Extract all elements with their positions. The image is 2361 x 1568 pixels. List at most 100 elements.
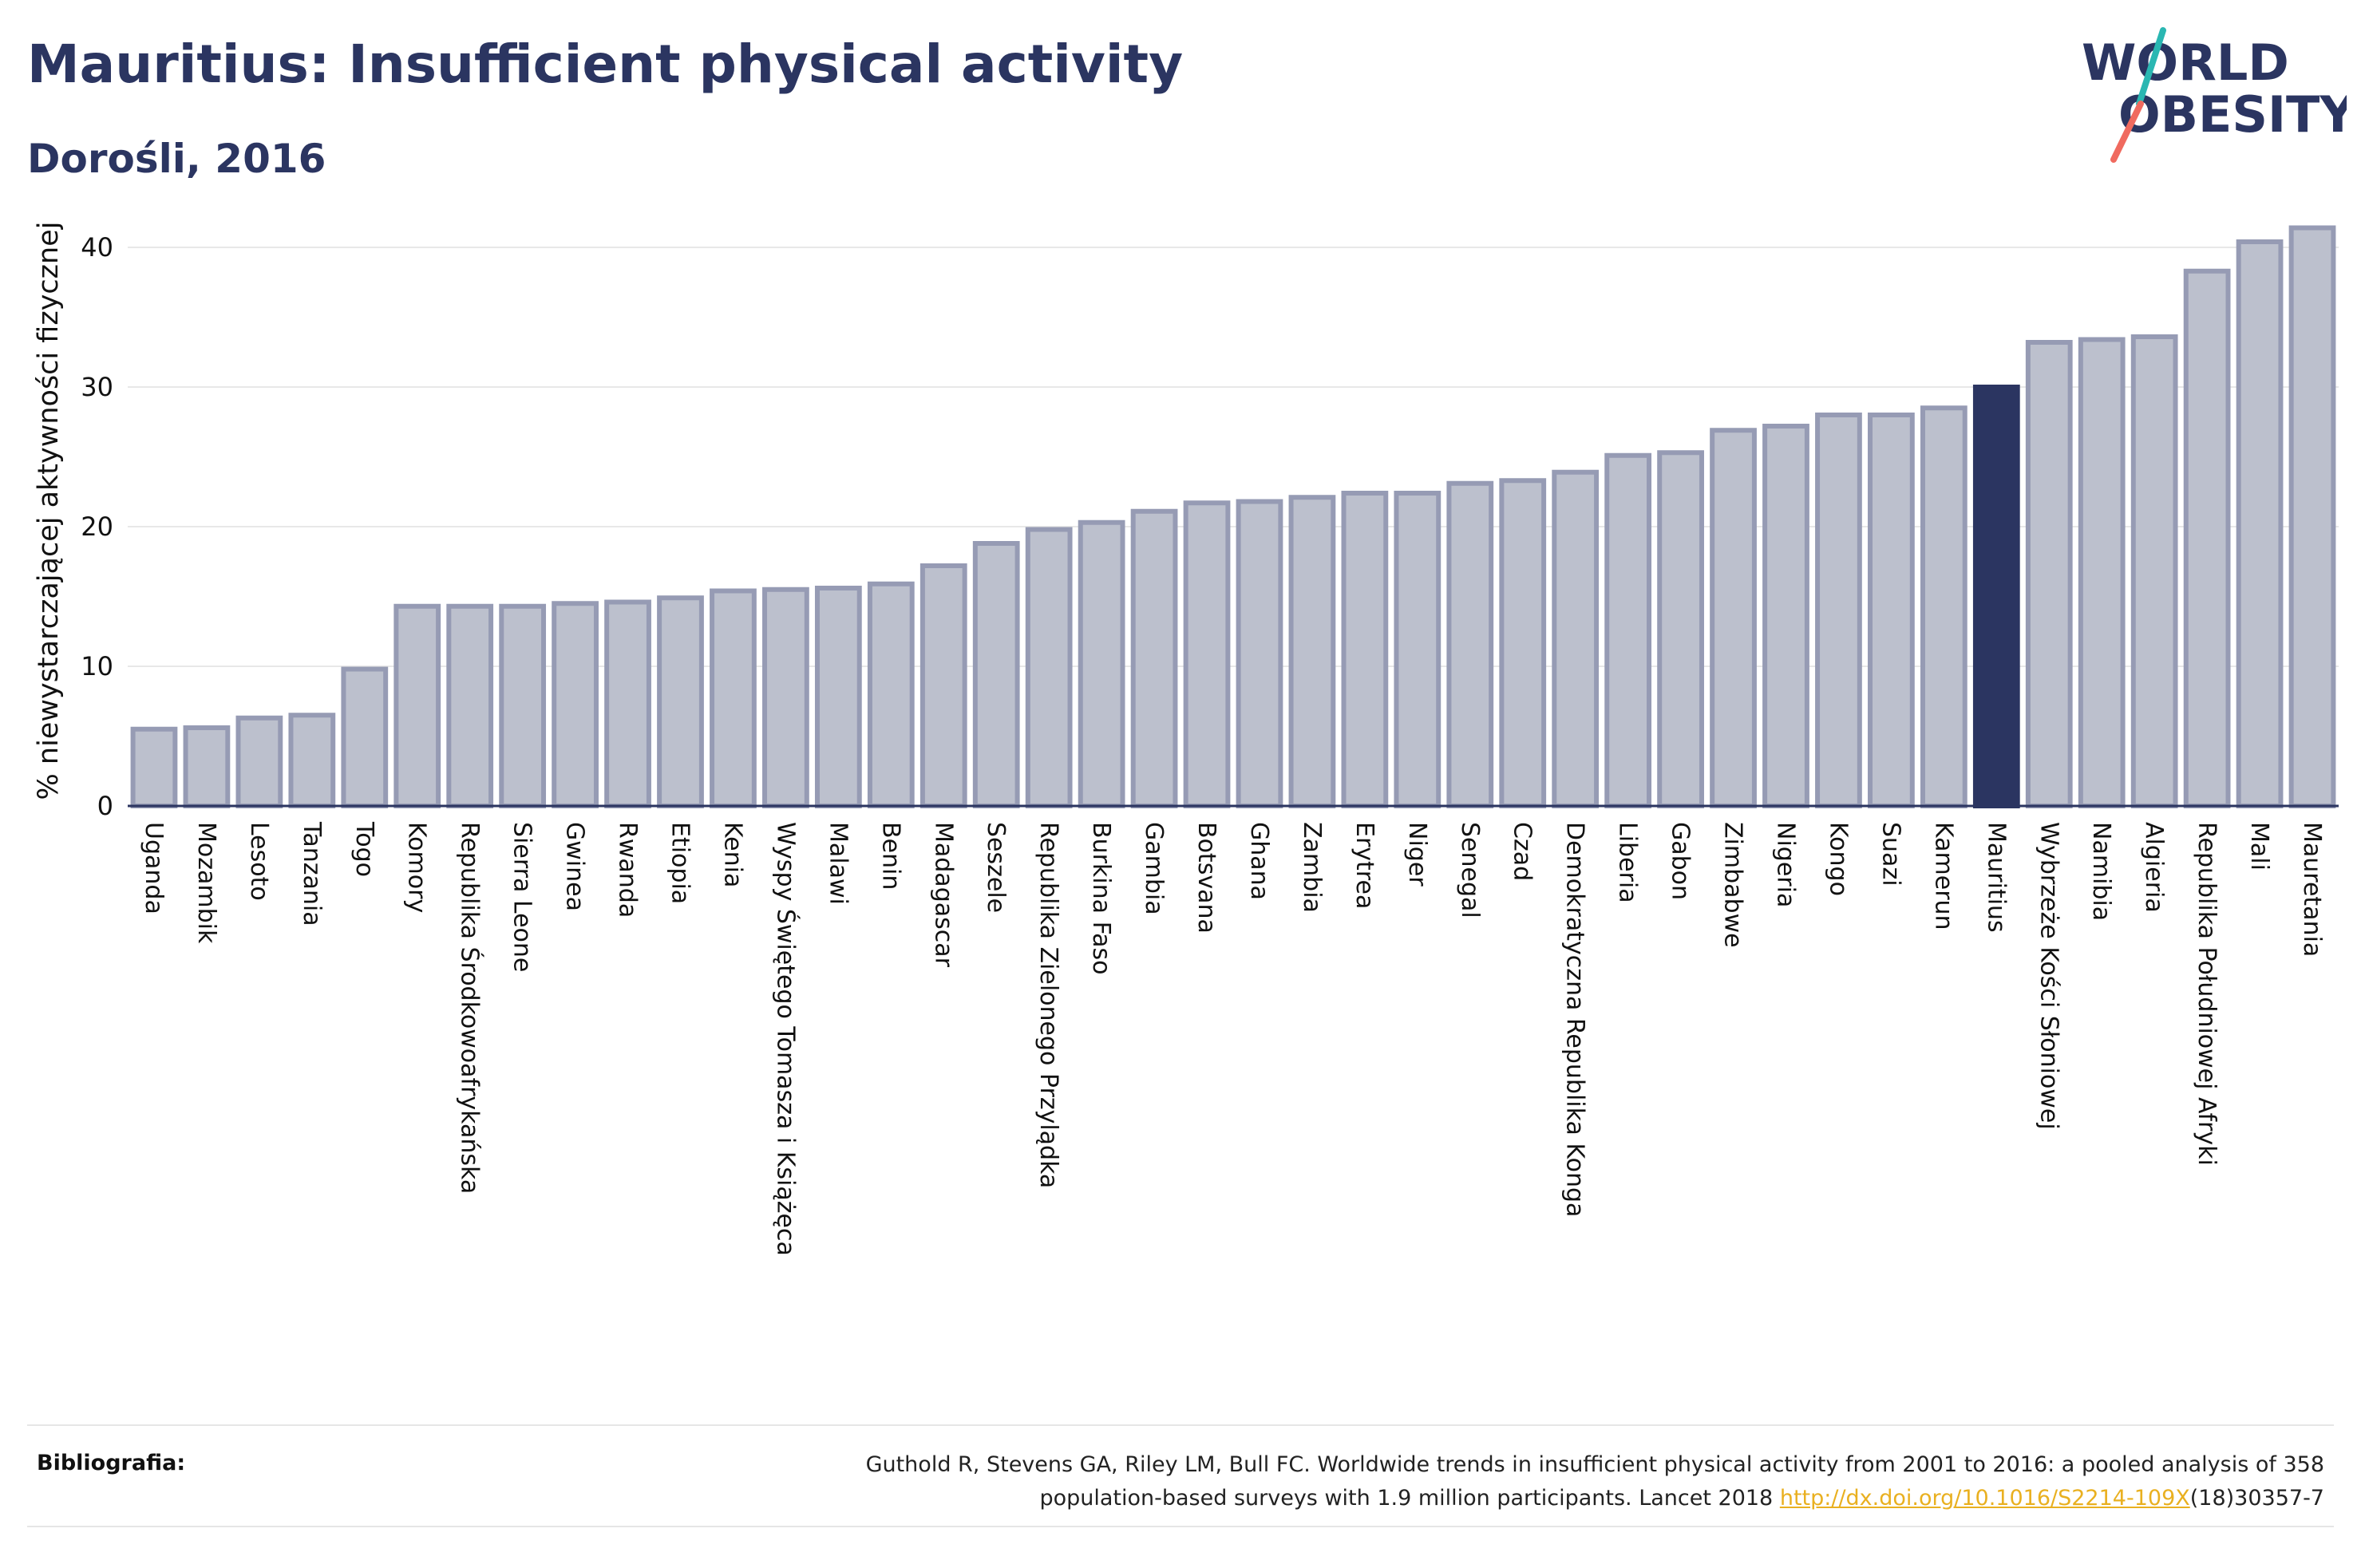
x-category-label: Suazi [1877, 822, 1904, 887]
x-category-label: Wybrzeże Kości Słoniowej [2035, 822, 2062, 1130]
footer-divider-bottom [27, 1526, 2334, 1527]
x-category-label: Sierra Leone [508, 822, 536, 972]
bar [867, 581, 915, 808]
bar [341, 666, 389, 808]
bar [1762, 424, 1809, 808]
x-category-label: Komory [403, 822, 431, 913]
bar [814, 586, 862, 808]
y-axis-title: % niewystarczającej aktywności fizycznej [33, 222, 65, 800]
x-category-label: Gabon [1667, 822, 1695, 900]
bar [1288, 495, 1336, 808]
x-category-label: Kongo [1824, 822, 1852, 896]
x-category-label: Republika Środkowoafrykańska [456, 822, 485, 1194]
doi-link[interactable]: http://dx.doi.org/10.1016/S2214-109X [1779, 1486, 2190, 1511]
bar [288, 713, 336, 808]
x-category-label: Seszele [982, 822, 1010, 913]
bar [1394, 491, 1442, 808]
bar [1025, 527, 1073, 808]
x-category-label: Etiopia [666, 822, 694, 904]
bar [1236, 499, 1283, 808]
bar [604, 599, 651, 808]
chart-subtitle: Dorośli, 2016 [27, 136, 326, 182]
bars [130, 225, 2336, 808]
citation-text-3: (18)30357-7 [2189, 1486, 2324, 1511]
bar [1657, 450, 1704, 808]
bibliography-citation: Guthold R, Stevens GA, Riley LM, Bull FC… [528, 1448, 2324, 1515]
bar [1920, 405, 1968, 808]
logo-text-world: WORLD [2082, 34, 2289, 92]
bar [657, 595, 704, 808]
x-category-label: Lesoto [245, 822, 273, 901]
bar [1341, 491, 1389, 808]
bar [1183, 500, 1231, 808]
x-category-label: Gambia [1140, 822, 1168, 915]
chart-title: Mauritius: Insufficient physical activit… [27, 34, 1184, 95]
bar [1815, 413, 1862, 808]
x-category-label: Nigeria [1772, 822, 1800, 907]
x-category-label: Niger [1403, 822, 1431, 887]
x-category-label: Kenia [718, 822, 746, 887]
bar [1552, 469, 1600, 808]
bar [710, 588, 757, 808]
bar [919, 563, 967, 808]
bar [499, 603, 547, 808]
x-category-label: Mauritius [1982, 822, 2010, 933]
bar [2130, 334, 2178, 808]
bar [1078, 519, 1125, 808]
y-tick-label: 0 [97, 791, 113, 821]
x-category-label: Liberia [1614, 822, 1642, 903]
world-obesity-logo: WORLD OBESITY [2082, 27, 2347, 163]
footer-divider-top [27, 1424, 2334, 1426]
x-category-label: Mali [2245, 822, 2273, 871]
logo-slash-teal [2136, 27, 2166, 107]
bar [972, 541, 1020, 808]
bibliography-label: Bibliografia: [37, 1451, 186, 1475]
bar [1130, 508, 1178, 808]
citation-text-1: Guthold R, Stevens GA, Riley LM, Bull FC… [865, 1452, 2324, 1477]
bar [2236, 239, 2284, 808]
bar [2288, 225, 2336, 808]
category-labels: Uganda Mozambik Lesoto Tanzania Togo Komory Re… [140, 821, 2326, 1256]
bar [1868, 413, 1915, 808]
bar [1604, 452, 1652, 808]
x-category-label: Republika Zielonego Przylądka [1034, 822, 1062, 1188]
bar-highlight [1972, 385, 2020, 808]
y-tick-label: 20 [81, 511, 113, 542]
x-category-label: Zambia [1298, 822, 1326, 913]
bar [762, 587, 809, 808]
x-category-label: Wyspy Świętego Tomasza i Książęca [771, 822, 801, 1256]
x-category-label: Rwanda [614, 822, 642, 918]
x-category-label: Kamerun [1929, 822, 1957, 930]
x-category-label: Tanzania [298, 821, 326, 926]
gridlines [128, 247, 2339, 667]
x-category-label: Demokratyczna Republika Konga [1561, 822, 1589, 1217]
x-category-label: Czad [1509, 822, 1536, 881]
logo-text-obesity: OBESITY [2118, 85, 2347, 144]
bar [2078, 337, 2126, 808]
logo-slash-coral [2110, 101, 2144, 163]
x-category-label: Benin [876, 822, 904, 890]
x-category-label: Mozambik [192, 822, 220, 944]
x-category-label: Botsvana [1192, 822, 1220, 934]
bar-chart: 0 10 20 30 40 Uganda Mozambik Lesoto Tanzania To… [33, 222, 2339, 1256]
axes: 0 10 20 30 40 [81, 232, 2339, 821]
x-category-label: Zimbabwe [1719, 822, 1747, 948]
bar [2183, 268, 2231, 808]
x-category-label: Burkina Faso [1087, 822, 1115, 974]
x-category-label: Senegal [1456, 822, 1484, 918]
x-category-label: Uganda [140, 822, 168, 914]
y-tick-label: 10 [81, 651, 113, 681]
x-category-label: Gwinea [561, 822, 589, 911]
x-category-label: Erytrea [1351, 822, 1378, 909]
bar [394, 603, 441, 808]
x-category-label: Togo [350, 821, 378, 877]
x-category-label: Madagascar [929, 822, 957, 968]
x-category-label: Mauretania [2298, 822, 2326, 957]
citation-text-2: population-based surveys with 1.9 millio… [1039, 1486, 1780, 1511]
x-category-label: Malawi [824, 822, 852, 905]
bar [130, 726, 178, 808]
x-category-label: Republika Południowej Afryki [2193, 822, 2221, 1166]
y-tick-label: 30 [81, 372, 113, 402]
bar [235, 715, 283, 808]
bar [2025, 340, 2073, 808]
